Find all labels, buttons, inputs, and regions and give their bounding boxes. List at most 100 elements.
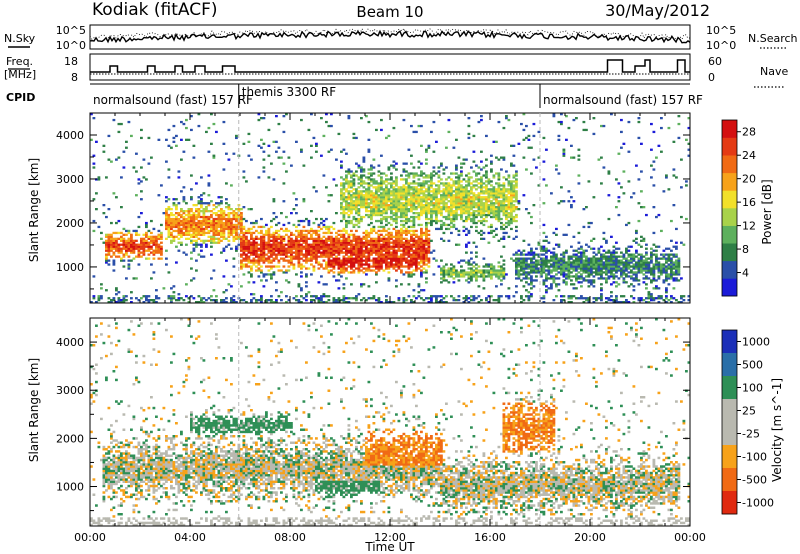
heat-cell [415,269,418,272]
heat-cell [497,265,501,268]
heat-cell [312,247,316,250]
heat-cell [407,172,411,175]
heat-cell [540,297,543,300]
heat-cell [512,208,516,211]
heat-cell [232,265,236,268]
heat-cell [402,257,406,260]
heat-cell [212,289,216,292]
heat-cell [220,213,223,217]
heat-cell [187,210,191,213]
heat-cell [557,289,561,292]
heat-cell [395,219,398,223]
heat-cell [392,198,396,201]
heat-cell [487,273,491,276]
heat-cell [295,251,298,254]
heat-cell [510,204,513,207]
heat-cell [260,235,263,238]
heat-cell [525,124,528,128]
heat-cell [360,194,363,197]
heat-cell [290,261,293,264]
heat-cell [550,275,553,278]
heat-cell [285,301,288,304]
heat-cell [465,192,468,195]
heat-cell [532,269,536,272]
heat-cell [492,208,496,211]
heat-cell [427,257,431,260]
heat-cell [240,247,243,250]
heat-cell [390,206,393,209]
heat-cell [410,204,413,207]
heat-cell [270,245,273,248]
heat-cell [330,241,333,244]
heat-cell [512,210,516,213]
heat-cell [545,277,548,280]
heat-cell [395,243,398,246]
heat-cell [335,158,338,161]
heat-cell [370,269,373,272]
heat-cell [280,156,283,159]
heat-cell [345,152,348,155]
heat-cell [257,275,261,278]
heat-cell [372,196,376,199]
heat-cell [347,255,351,258]
heat-cell [460,186,463,189]
heat-cell [172,225,176,229]
heat-cell [557,277,561,280]
heat-cell [410,271,413,274]
heat-cell [510,186,513,189]
heat-cell [542,245,546,248]
heat-cell [215,299,218,302]
heat-cell [462,275,466,278]
heat-cell [597,261,601,264]
heat-cell [382,198,386,201]
heat-cell [417,267,421,270]
heat-cell [495,188,498,191]
heat-cell [385,180,388,183]
heat-cell [412,204,416,207]
heat-cell [557,138,561,141]
heat-cell [515,190,518,193]
heat-cell [445,190,448,193]
heat-cell [572,200,576,203]
heat-cell [467,261,471,264]
heat-cell [205,239,208,242]
heat-cell [517,277,521,280]
heat-cell [515,285,518,288]
heat-cell [255,245,258,248]
heat-cell [427,198,431,201]
heat-cell [282,150,286,153]
heat-cell [385,196,388,199]
heat-cell [260,253,263,256]
heat-cell [397,194,401,197]
cpid-segment-label: themis 3300 RF [242,85,336,99]
heat-cell [282,245,286,248]
heat-cell [487,196,491,199]
heat-cell [515,186,518,189]
heat-cell [365,198,368,201]
heat-cell [355,198,358,201]
heat-cell [317,255,321,258]
heat-cell [380,118,383,122]
heat-cell [292,255,296,258]
heat-cell [172,219,176,223]
heat-cell [235,249,238,252]
heat-cell [480,115,483,118]
heat-cell [207,217,211,221]
heat-cell [292,223,296,227]
heat-cell [492,213,496,217]
heat-cell [497,202,501,205]
heat-cell [345,251,348,254]
heat-cell [450,271,453,274]
heat-cell [510,221,513,225]
heat-cell [470,267,473,270]
heat-cell [410,186,413,189]
heat-cell [540,263,543,266]
heat-cell [312,295,316,298]
heat-cell [525,257,528,260]
heat-cell [370,198,373,201]
heat-cell [285,271,288,274]
heat-cell [415,297,418,300]
heat-cell [515,251,518,254]
heat-cell [507,215,511,219]
heat-cell [287,281,291,284]
